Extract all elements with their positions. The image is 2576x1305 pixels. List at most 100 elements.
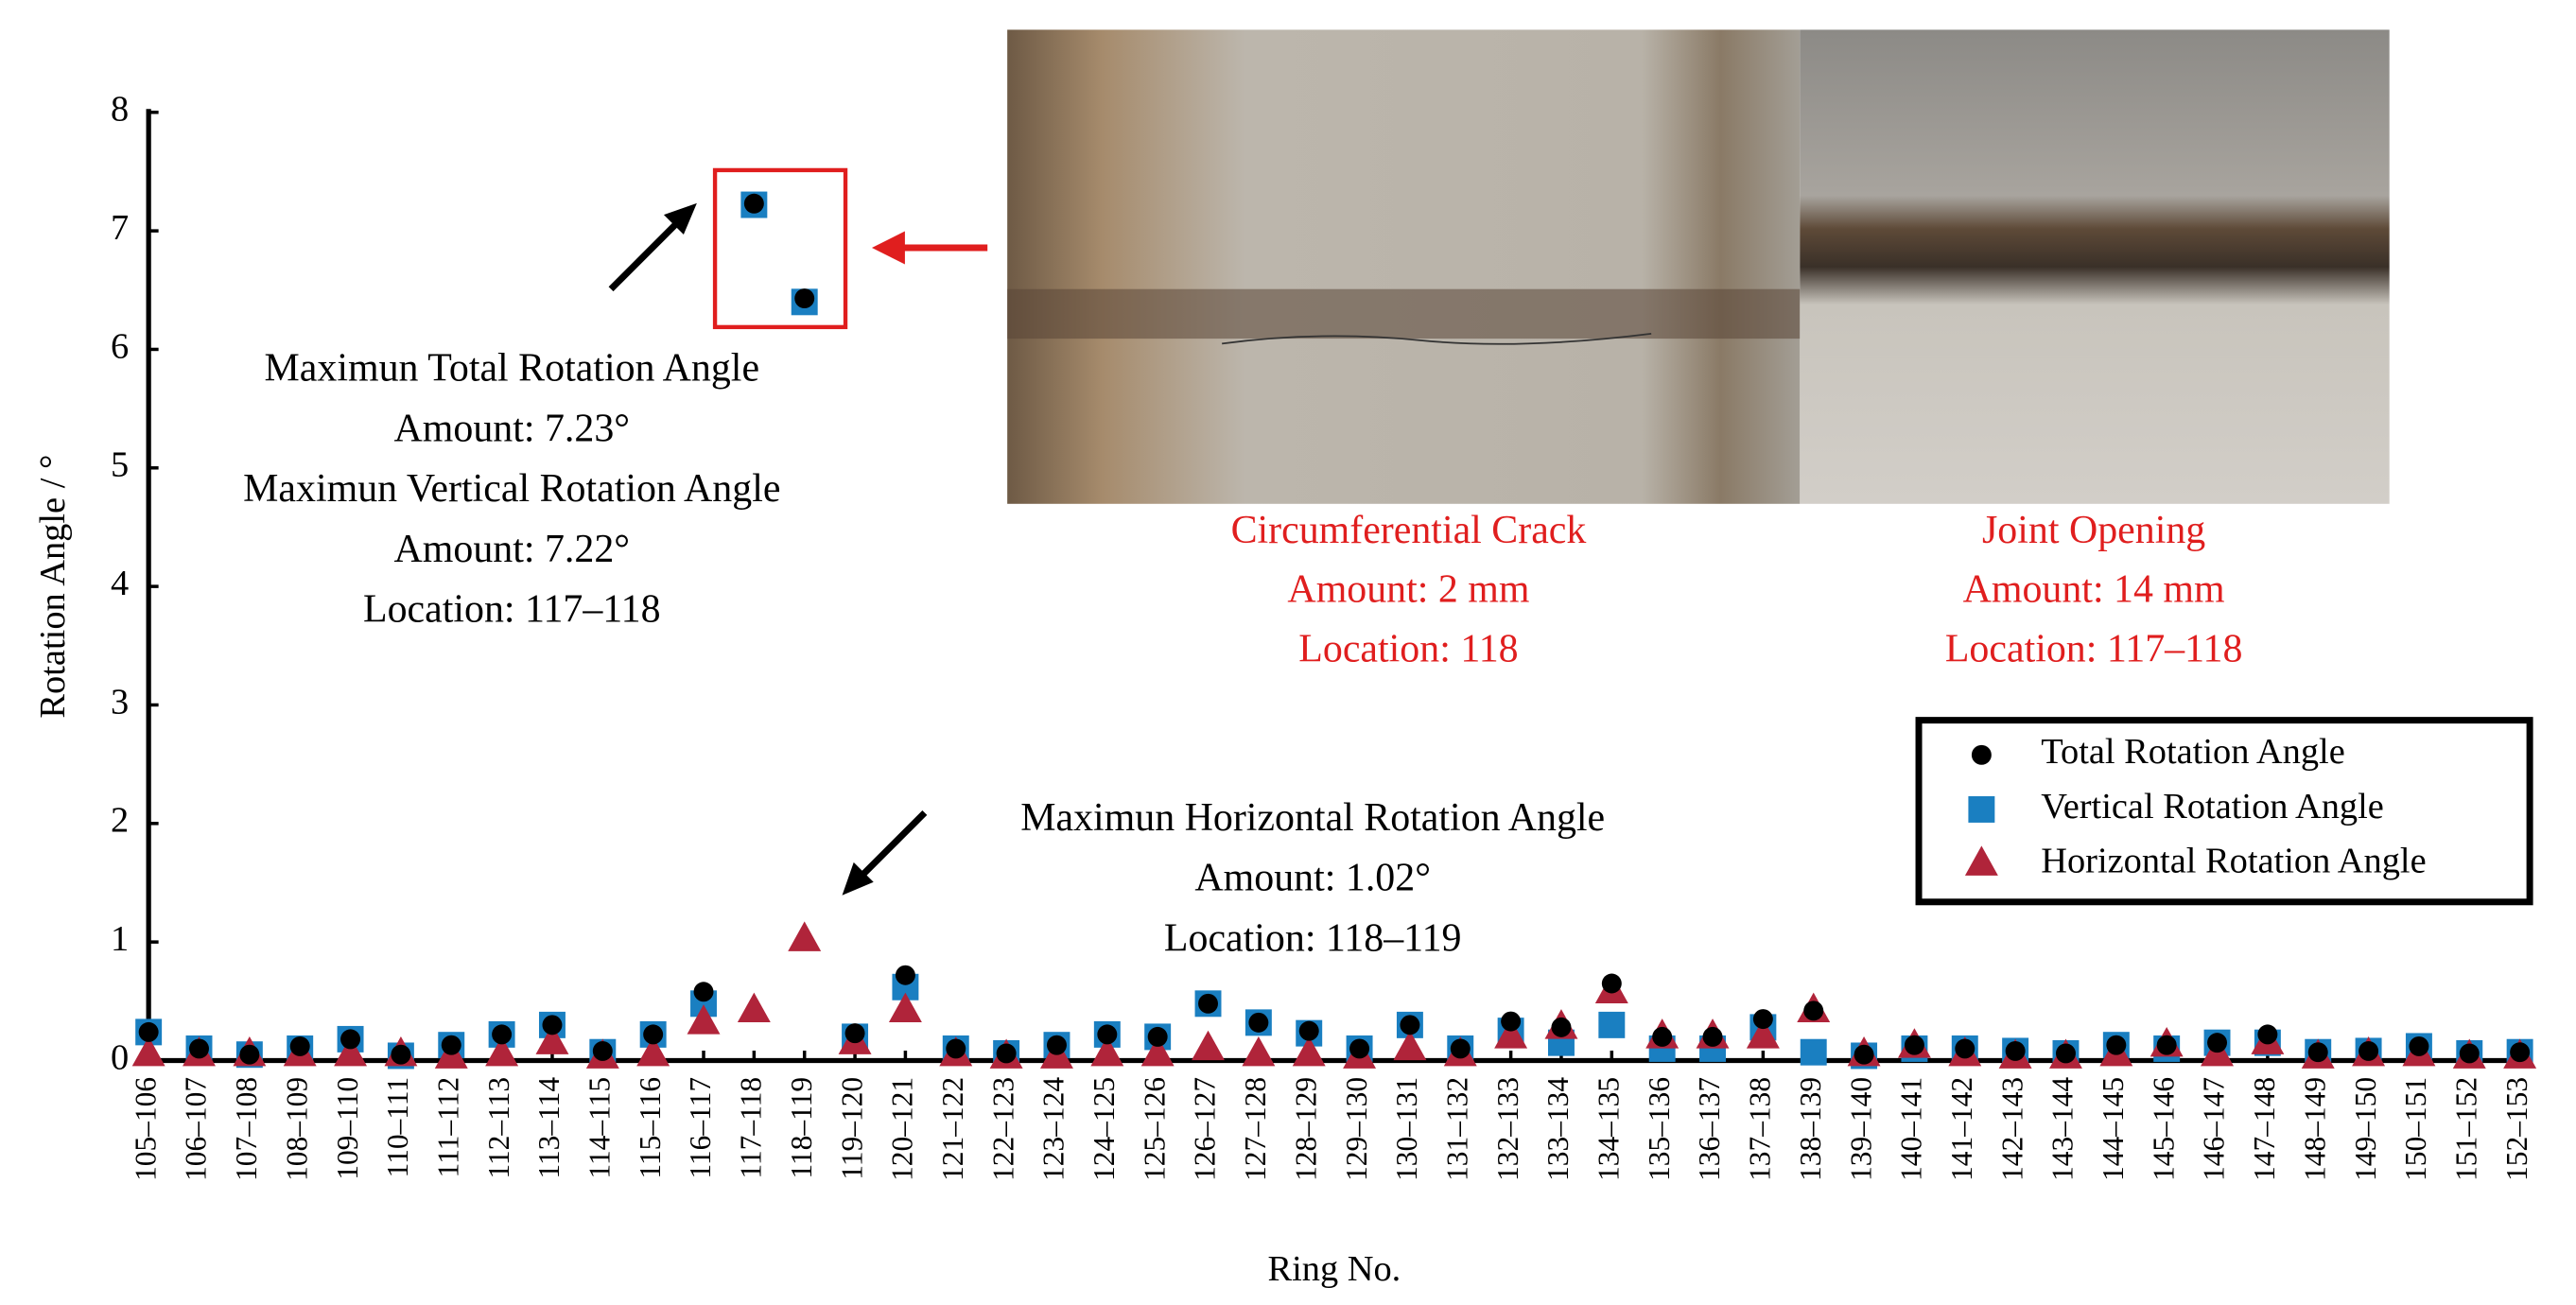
x-tick-label: 148–149 <box>2298 1077 2331 1181</box>
point <box>391 1044 411 1065</box>
x-tick-label: 132–133 <box>1491 1077 1524 1181</box>
annotation-text: Maximun Total Rotation Angle <box>265 347 759 391</box>
legend-marker <box>1971 744 1992 765</box>
annotation-text: Circumferential Crack <box>1231 509 1587 552</box>
point <box>239 1044 260 1065</box>
point <box>1450 1038 1471 1059</box>
x-tick-label: 113–114 <box>532 1077 566 1179</box>
annotation-text: Location: 117–118 <box>1945 628 2243 671</box>
point <box>1702 1026 1723 1047</box>
y-tick-label: 7 <box>111 208 129 248</box>
annotation-text: Maximun Horizontal Rotation Angle <box>1020 796 1605 840</box>
point <box>2257 1024 2278 1045</box>
point <box>2055 1043 2076 1064</box>
y-tick-label: 0 <box>111 1037 129 1077</box>
point <box>643 1024 664 1045</box>
x-tick-label: 108–109 <box>280 1077 313 1181</box>
point <box>289 1035 310 1056</box>
x-tick-label: 110–111 <box>381 1077 414 1178</box>
point <box>485 1035 519 1067</box>
x-tick-label: 149–150 <box>2349 1077 2382 1181</box>
photo-band <box>1007 288 1801 339</box>
point <box>1601 973 1622 994</box>
point <box>2207 1033 2228 1053</box>
x-tick-label: 131–132 <box>1440 1077 1473 1181</box>
x-tick-label: 123–124 <box>1037 1077 1070 1181</box>
point <box>1393 1030 1427 1061</box>
x-tick-label: 141–142 <box>1945 1077 1978 1181</box>
point <box>946 1038 966 1059</box>
legend: Total Rotation Angle Vertical Rotation An… <box>1915 717 2533 906</box>
point <box>1298 1020 1319 1041</box>
x-tick-label: 144–145 <box>2097 1077 2130 1181</box>
point <box>636 1035 670 1067</box>
x-tick-label: 117–118 <box>735 1077 768 1179</box>
x-tick-label: 120–121 <box>886 1077 919 1181</box>
x-tick-label: 152–153 <box>2500 1077 2533 1181</box>
annotation-text: Amount: 7.22° <box>394 528 631 571</box>
x-axis-title: Ring No. <box>1267 1249 1401 1289</box>
highlight-box <box>712 167 848 330</box>
x-tick-label: 142–143 <box>1995 1077 2028 1181</box>
x-tick-label: 114–115 <box>583 1077 617 1179</box>
x-tick-label: 130–131 <box>1390 1077 1423 1181</box>
point <box>1090 1035 1124 1067</box>
point <box>2459 1043 2480 1064</box>
point <box>737 992 771 1023</box>
x-tick-label: 122–123 <box>986 1077 1019 1181</box>
legend-marker <box>1964 845 1998 876</box>
x-tick-label: 151–152 <box>2450 1077 2483 1181</box>
annotation-text: Location: 118–119 <box>1164 916 1462 960</box>
x-tick-label: 111–112 <box>431 1077 464 1178</box>
point <box>844 1023 865 1044</box>
x-tick-label: 140–141 <box>1895 1077 1928 1181</box>
point <box>1752 1009 1773 1030</box>
point <box>1904 1035 1924 1055</box>
crack-line <box>1222 332 1652 345</box>
y-tick-label: 2 <box>111 801 129 841</box>
point <box>2358 1040 2379 1061</box>
point <box>693 982 714 1002</box>
point <box>788 921 822 951</box>
point <box>542 1015 563 1035</box>
point <box>1198 993 1218 1014</box>
x-tick-label: 139–140 <box>1844 1077 1877 1181</box>
point <box>1652 1026 1673 1047</box>
arrows <box>608 202 988 896</box>
point <box>1046 1035 1067 1055</box>
point <box>1598 1011 1626 1038</box>
annotation-text: Location: 118 <box>1298 628 1518 671</box>
point <box>1192 1030 1225 1061</box>
point <box>2510 1042 2531 1063</box>
point <box>138 1021 159 1042</box>
annotation-text: Location: 117–118 <box>363 588 661 632</box>
legend-label: Vertical Rotation Angle <box>2041 787 2384 826</box>
point <box>340 1029 361 1050</box>
point <box>1242 1035 1276 1067</box>
legend-marker <box>1968 795 1995 823</box>
point <box>1854 1044 1874 1065</box>
point <box>1551 1017 1572 1037</box>
red-arrowhead <box>871 231 905 265</box>
y-tick-label: 1 <box>111 919 129 959</box>
point <box>1955 1038 1976 1059</box>
point <box>189 1038 209 1059</box>
x-tick-label: 145–146 <box>2147 1077 2180 1181</box>
annotation-text: Amount: 2 mm <box>1287 568 1529 612</box>
point <box>492 1024 513 1045</box>
point <box>895 965 915 985</box>
point <box>2307 1042 2328 1063</box>
point <box>131 1035 165 1067</box>
point <box>888 992 922 1023</box>
legend-label: Horizontal Rotation Angle <box>2041 841 2426 880</box>
x-tick-label: 124–125 <box>1088 1077 1121 1181</box>
point <box>1501 1011 1522 1032</box>
arrowhead <box>663 202 697 235</box>
point <box>1097 1024 1118 1045</box>
point <box>334 1035 368 1067</box>
x-tick-label: 135–136 <box>1643 1077 1676 1181</box>
x-tick-label: 105–106 <box>129 1077 162 1181</box>
photo-crack <box>1007 29 1801 504</box>
point <box>1400 1015 1420 1035</box>
